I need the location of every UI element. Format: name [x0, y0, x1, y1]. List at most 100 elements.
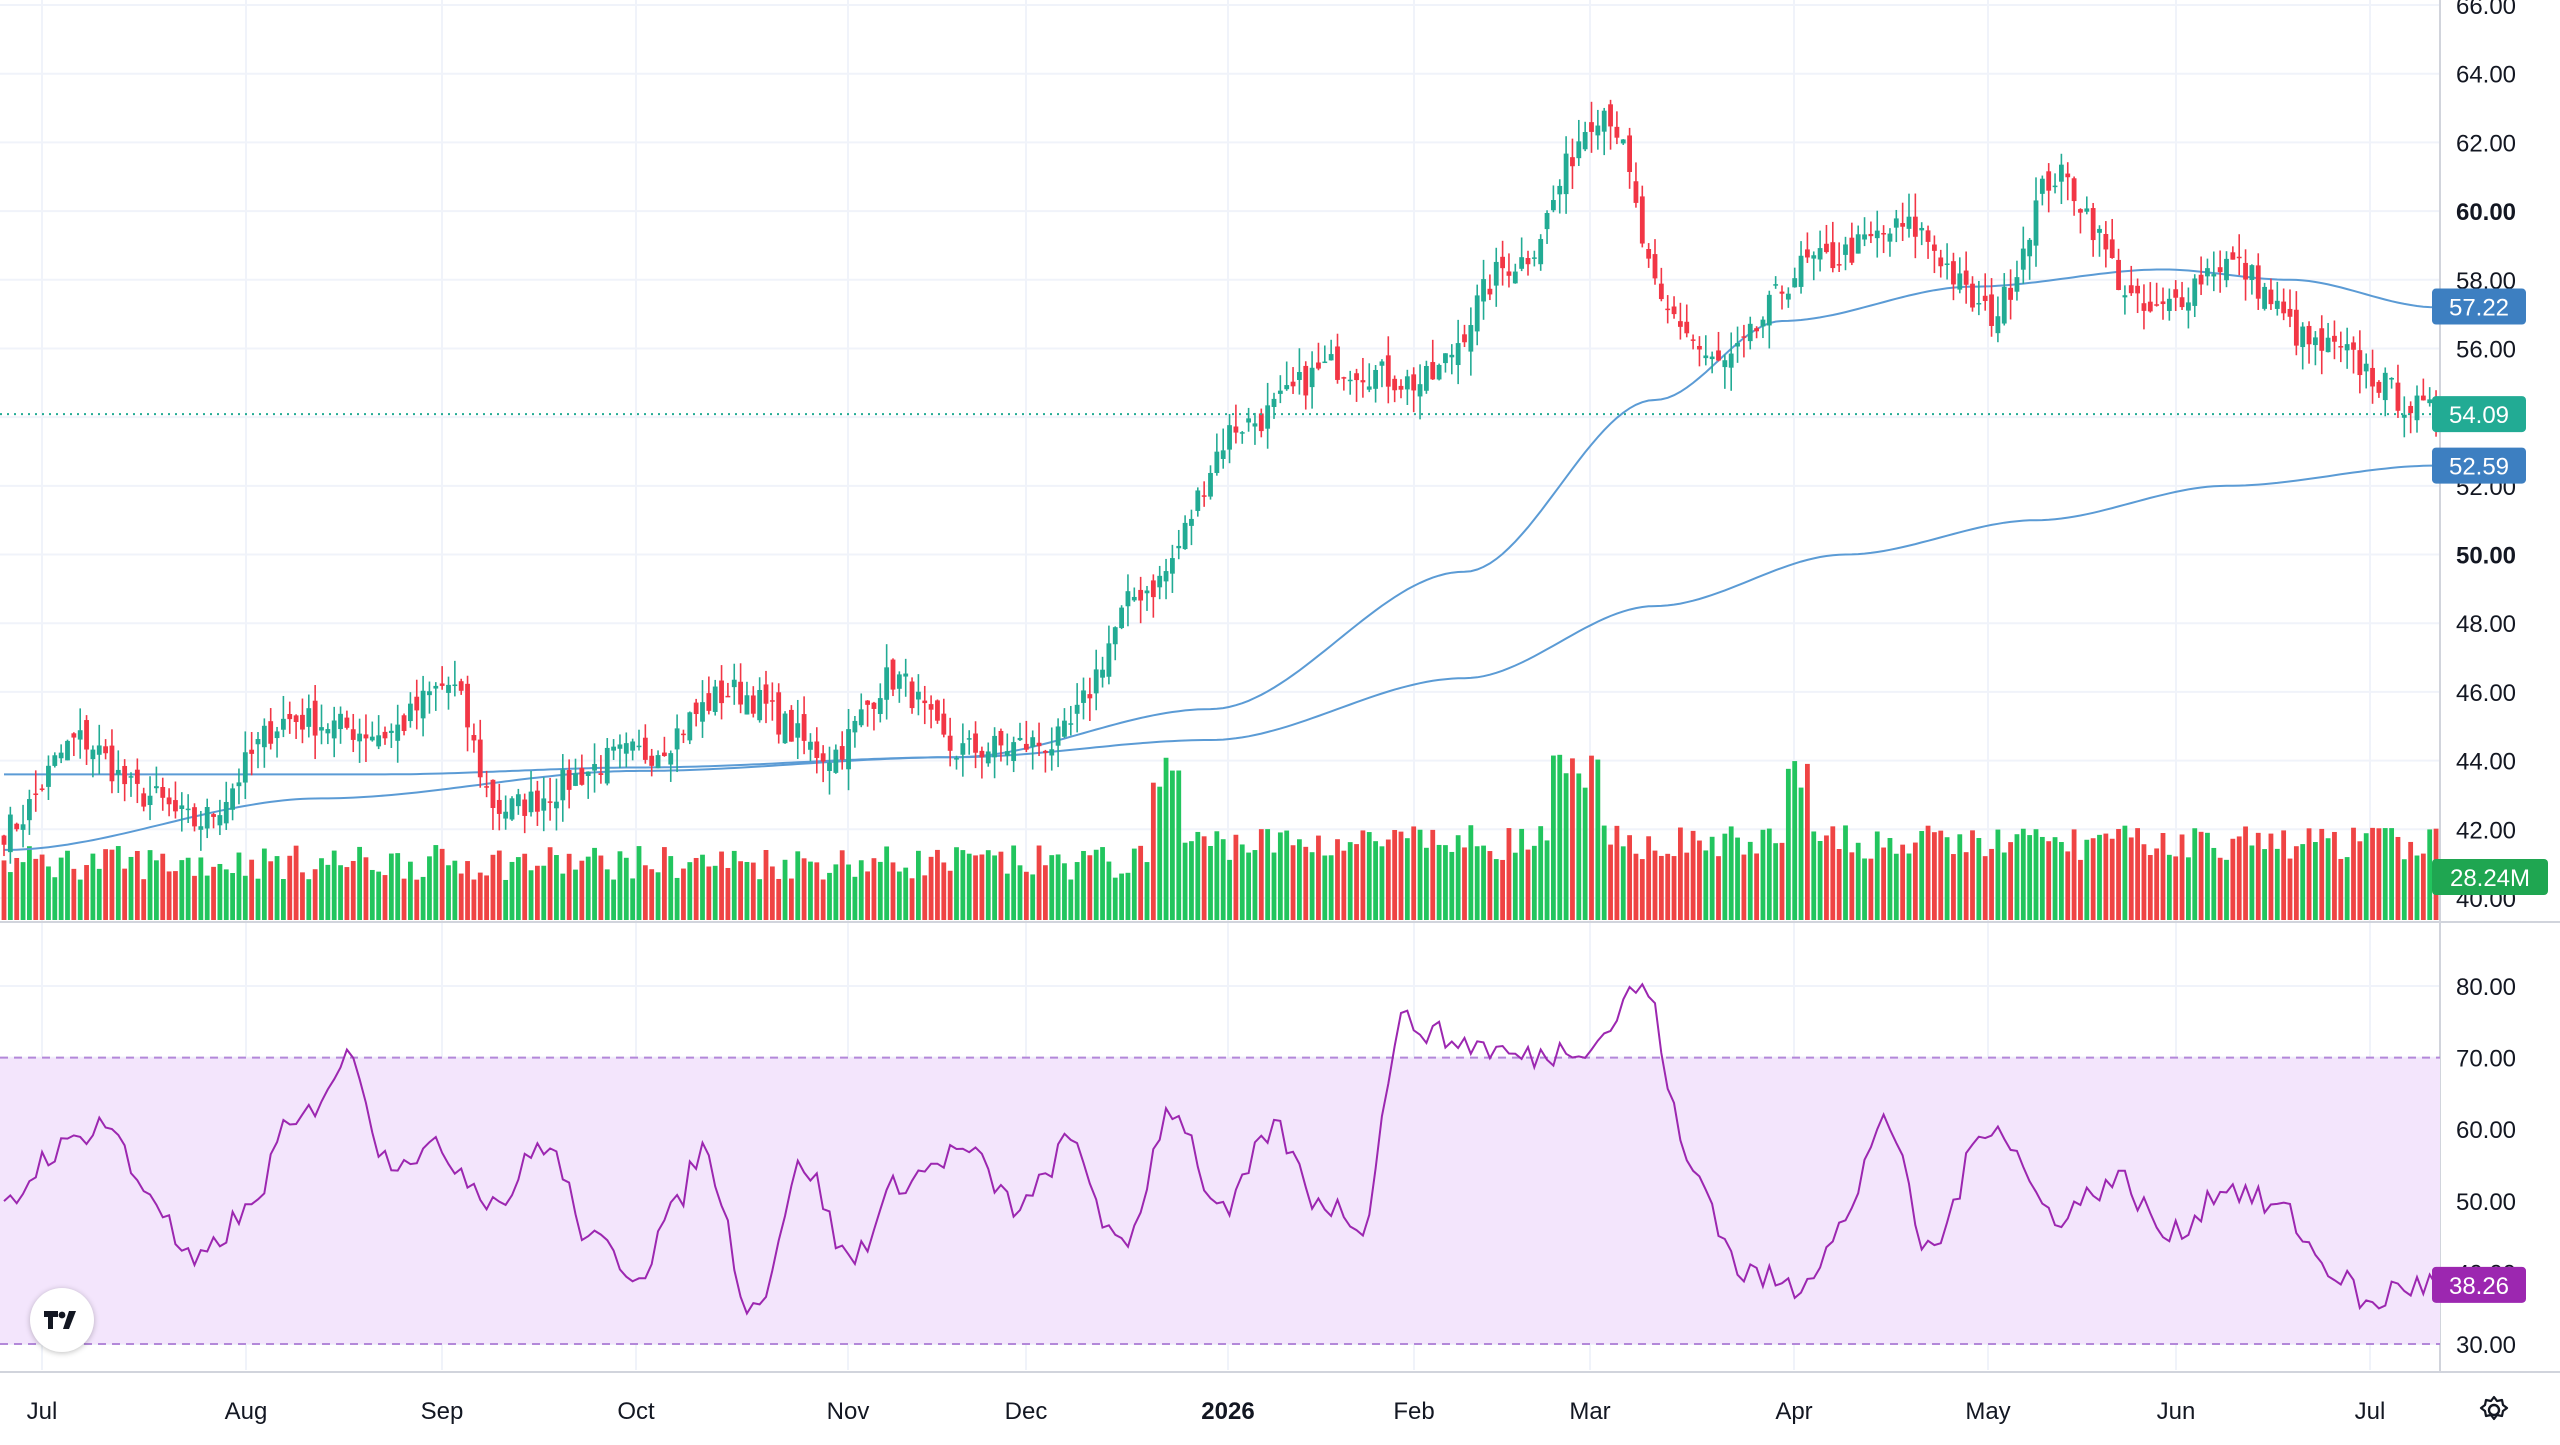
candle[interactable]: [2090, 208, 2096, 241]
candle[interactable]: [255, 739, 261, 745]
candle[interactable]: [1709, 356, 1715, 360]
candle[interactable]: [268, 721, 274, 744]
candle[interactable]: [1131, 596, 1137, 601]
candle[interactable]: [947, 735, 953, 751]
candle[interactable]: [2325, 337, 2331, 353]
candle[interactable]: [306, 708, 312, 727]
candle[interactable]: [1157, 575, 1163, 588]
candle[interactable]: [604, 747, 610, 784]
candle[interactable]: [1665, 308, 1671, 311]
candle[interactable]: [1614, 126, 1620, 138]
candle[interactable]: [1182, 522, 1188, 550]
candle[interactable]: [1716, 350, 1721, 361]
candle[interactable]: [115, 769, 121, 775]
candle[interactable]: [846, 729, 851, 770]
candle[interactable]: [782, 713, 788, 744]
candle[interactable]: [1303, 365, 1309, 396]
candle[interactable]: [2401, 414, 2407, 418]
candle[interactable]: [1220, 450, 1226, 459]
candle[interactable]: [1557, 185, 1563, 195]
candle[interactable]: [65, 740, 70, 761]
candle[interactable]: [1824, 243, 1829, 253]
candle[interactable]: [814, 741, 820, 758]
candle[interactable]: [2103, 234, 2109, 250]
candle[interactable]: [2192, 278, 2198, 306]
candle[interactable]: [185, 808, 191, 811]
candle[interactable]: [1277, 390, 1283, 394]
candle[interactable]: [1119, 607, 1124, 629]
candle[interactable]: [2027, 239, 2033, 257]
candle[interactable]: [1443, 353, 1448, 364]
candle[interactable]: [979, 750, 985, 758]
candle[interactable]: [1017, 737, 1023, 741]
candle[interactable]: [1525, 258, 1531, 265]
candle[interactable]: [623, 743, 629, 754]
candle[interactable]: [573, 773, 578, 786]
candle[interactable]: [1639, 196, 1645, 244]
candle[interactable]: [300, 714, 305, 730]
candle[interactable]: [566, 770, 572, 790]
candle[interactable]: [1322, 361, 1328, 364]
candle[interactable]: [1500, 256, 1505, 269]
candle[interactable]: [719, 680, 724, 704]
candle[interactable]: [763, 684, 769, 704]
candle[interactable]: [725, 695, 731, 698]
candle[interactable]: [1512, 271, 1518, 284]
candle[interactable]: [662, 752, 667, 757]
candle[interactable]: [1944, 263, 1950, 265]
candle[interactable]: [1214, 451, 1220, 474]
candle[interactable]: [636, 745, 642, 748]
candle[interactable]: [154, 786, 159, 789]
candle[interactable]: [1043, 750, 1048, 753]
candle[interactable]: [14, 823, 20, 830]
candle[interactable]: [2319, 328, 2325, 351]
candle[interactable]: [985, 751, 991, 764]
candle[interactable]: [1658, 283, 1664, 300]
candle[interactable]: [2351, 342, 2356, 350]
candle[interactable]: [2262, 286, 2267, 309]
candle[interactable]: [1068, 723, 1074, 725]
candle[interactable]: [2039, 178, 2045, 194]
candle[interactable]: [1424, 366, 1429, 391]
candle[interactable]: [1195, 490, 1201, 511]
candle[interactable]: [858, 709, 864, 726]
candle[interactable]: [1030, 737, 1036, 747]
candle[interactable]: [941, 713, 947, 735]
candle[interactable]: [382, 731, 388, 739]
candle[interactable]: [1563, 153, 1569, 195]
candle[interactable]: [2078, 209, 2083, 213]
candle[interactable]: [39, 788, 45, 790]
candle[interactable]: [1347, 379, 1353, 382]
candle[interactable]: [1735, 343, 1740, 347]
candle[interactable]: [1385, 355, 1391, 387]
candle[interactable]: [1271, 398, 1277, 408]
candle[interactable]: [1074, 704, 1080, 714]
candle[interactable]: [973, 733, 978, 753]
candle[interactable]: [769, 700, 775, 702]
candle[interactable]: [935, 700, 940, 721]
candle[interactable]: [1982, 295, 1988, 302]
candle[interactable]: [1576, 141, 1582, 159]
candle[interactable]: [58, 752, 64, 759]
candle[interactable]: [2281, 301, 2287, 314]
candle[interactable]: [331, 720, 337, 739]
candle[interactable]: [2300, 326, 2306, 348]
candle[interactable]: [503, 811, 509, 819]
candle[interactable]: [2243, 262, 2248, 280]
candle[interactable]: [1487, 288, 1493, 295]
candle[interactable]: [827, 762, 832, 771]
candle[interactable]: [820, 753, 826, 762]
candle[interactable]: [1627, 135, 1632, 173]
candle[interactable]: [1817, 248, 1823, 260]
candle[interactable]: [1265, 405, 1271, 429]
candle[interactable]: [1963, 270, 1969, 285]
candle[interactable]: [2046, 171, 2052, 191]
candle[interactable]: [414, 696, 420, 711]
candle[interactable]: [2059, 164, 2064, 182]
candle[interactable]: [27, 799, 32, 821]
candle[interactable]: [1449, 354, 1455, 358]
candle[interactable]: [1976, 302, 1982, 305]
candle[interactable]: [376, 735, 382, 747]
candle[interactable]: [242, 752, 248, 783]
candle[interactable]: [744, 695, 750, 715]
